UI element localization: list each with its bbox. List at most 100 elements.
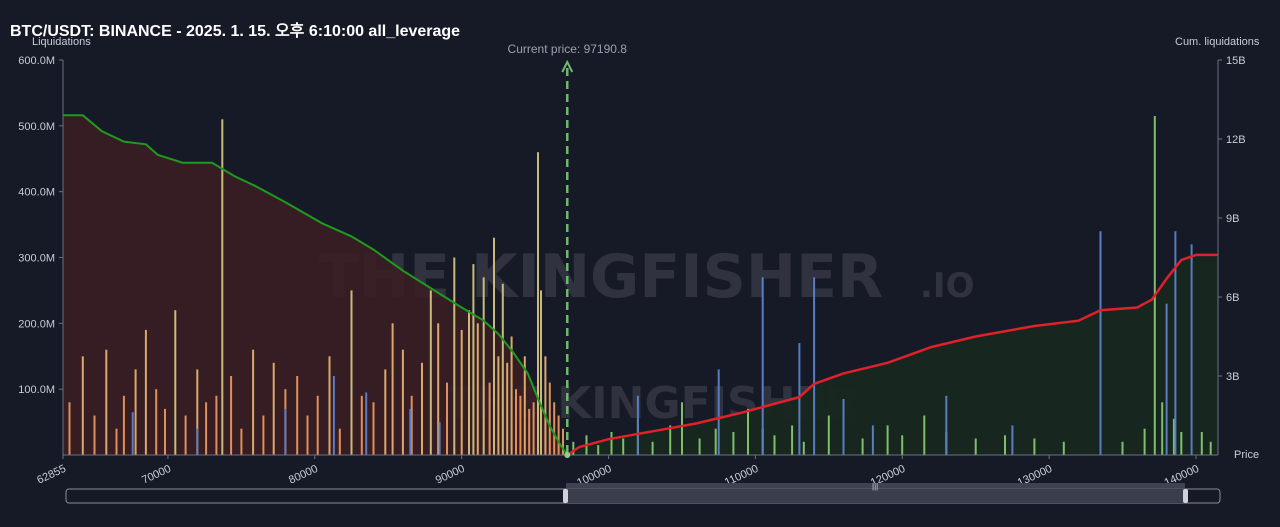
long-liquidation-bar [391, 323, 394, 455]
short-liquidation-bar [732, 432, 735, 455]
long-liquidation-bar [410, 395, 413, 455]
long-liquidation-bar [421, 362, 423, 455]
long-liquidation-bar [476, 323, 479, 455]
range-slider[interactable]: ||| [65, 482, 1221, 504]
high-leverage-bar [871, 425, 874, 455]
current-price-label: Current price: 97190.8 [508, 42, 628, 56]
long-liquidation-bar [240, 428, 243, 455]
long-liquidation-bar [501, 283, 504, 455]
long-liquidation-bar [262, 415, 265, 455]
long-liquidation-bar [81, 356, 84, 455]
high-leverage-bar [332, 376, 335, 455]
long-liquidation-bar [316, 395, 319, 455]
long-liquidation-bar [105, 349, 108, 455]
short-liquidation-bar [1121, 441, 1124, 455]
long-liquidation-bar [384, 369, 387, 455]
long-liquidation-bar [68, 402, 71, 455]
short-liquidation-bar [861, 438, 864, 455]
long-liquidation-bar [134, 369, 137, 455]
short-liquidation-bar [597, 445, 600, 455]
long-liquidation-bar [360, 395, 363, 455]
short-liquidation-bar [1172, 418, 1175, 455]
current-price-dot [564, 452, 571, 458]
long-liquidation-bar [510, 336, 513, 455]
long-liquidation-bar [350, 290, 353, 455]
y-axis-label: Liquidations [32, 36, 91, 48]
y-tick-label: 500.0M [18, 121, 55, 133]
short-liquidation-bar [791, 425, 794, 455]
high-leverage-bar [365, 392, 368, 455]
y-tick-label: 300.0M [18, 253, 55, 265]
x-tick-label: 70000 [140, 463, 173, 487]
long-liquidation-bar [221, 119, 224, 455]
long-liquidation-bar [93, 415, 96, 455]
long-liquidation-bar [557, 415, 560, 455]
short-liquidation-bar [901, 435, 904, 455]
range-slider-grip-icon[interactable]: ||| [872, 482, 878, 491]
high-leverage-bar [284, 408, 287, 455]
short-liquidation-bar [572, 441, 575, 455]
short-liquidation-bar [747, 408, 749, 455]
short-liquidation-bar [651, 441, 654, 455]
long-cum-area [63, 115, 568, 455]
high-leverage-bar [1099, 231, 1102, 455]
long-liquidation-bar [540, 290, 542, 455]
long-liquidation-bar [548, 382, 551, 455]
short-liquidation-bar [1143, 428, 1146, 455]
long-liquidation-bar [155, 389, 158, 455]
long-liquidation-bar [482, 277, 485, 455]
y-tick-label: 400.0M [18, 187, 55, 199]
high-leverage-bar [842, 399, 845, 455]
long-liquidation-bar [562, 428, 564, 455]
long-liquidation-bar [472, 264, 475, 455]
high-leverage-bar [131, 412, 134, 455]
short-liquidation-bar [1004, 435, 1006, 455]
short-liquidation-bar [923, 415, 926, 455]
long-liquidation-bar [174, 310, 177, 455]
long-liquidation-bar [205, 402, 208, 455]
long-liquidation-bar [122, 395, 125, 455]
high-leverage-bar [813, 277, 816, 455]
long-liquidation-bar [488, 382, 491, 455]
long-liquidation-bar [493, 237, 495, 455]
range-slider-left-handle[interactable] [563, 489, 568, 503]
range-slider-right-handle[interactable] [1183, 489, 1188, 503]
y2-tick-label: 15B [1226, 55, 1246, 67]
y-tick-label: 100.0M [18, 384, 55, 396]
long-liquidation-bar [523, 356, 526, 455]
watermark-suffix-large: .IO [920, 266, 974, 306]
y2-tick-label: 12B [1226, 134, 1246, 146]
short-liquidation-bar [773, 435, 776, 455]
long-liquidation-bar [460, 329, 463, 455]
short-liquidation-bar [1033, 438, 1036, 455]
long-liquidation-bar [515, 389, 517, 455]
y2-axis-label: Cum. liquidations [1175, 36, 1260, 48]
long-liquidation-bar [437, 323, 440, 455]
short-liquidation-bar [1062, 441, 1065, 455]
long-liquidation-bar [429, 290, 432, 455]
chart-title: BTC/USDT: BINANCE - 2025. 1. 15. 오후 6:10… [10, 23, 461, 40]
long-liquidation-bar [372, 402, 375, 455]
high-leverage-bar [1011, 425, 1014, 455]
short-liquidation-bar [974, 438, 977, 455]
short-liquidation-bar [1180, 432, 1183, 455]
high-leverage-bar [1165, 303, 1168, 455]
x-tick-label: 90000 [434, 463, 467, 487]
range-slider-top-bar [566, 483, 1185, 488]
long-liquidation-bar [306, 415, 309, 455]
high-leverage-bar [945, 395, 948, 455]
high-leverage-bar [196, 428, 199, 455]
x-tick-label: 80000 [287, 463, 320, 487]
long-liquidation-bar [519, 395, 522, 455]
long-liquidation-bar [401, 349, 404, 455]
long-liquidation-bar [196, 369, 199, 455]
y2-tick-label: 3B [1226, 371, 1239, 383]
long-liquidation-bar [328, 356, 331, 455]
range-slider-window[interactable] [566, 489, 1185, 503]
short-liquidation-bar [886, 425, 889, 455]
long-liquidation-bar [446, 382, 448, 455]
y-tick-label: 600.0M [18, 55, 55, 67]
long-liquidation-bar [215, 395, 218, 455]
current-price-marker: Current price: 97190.8 [508, 42, 628, 458]
long-liquidation-bar [532, 402, 535, 455]
